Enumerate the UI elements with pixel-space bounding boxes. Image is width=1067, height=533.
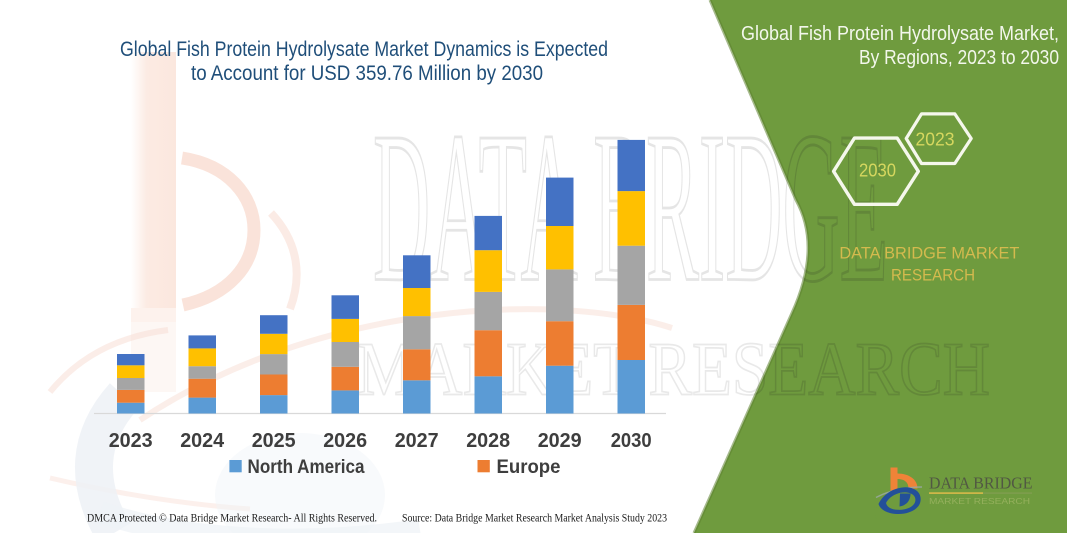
svg-text:North America: North America [248, 456, 365, 478]
svg-text:2023: 2023 [109, 430, 153, 452]
svg-text:MARKET RESEARCH: MARKET RESEARCH [929, 496, 1030, 506]
svg-text:2030: 2030 [611, 430, 652, 452]
svg-text:2027: 2027 [395, 430, 439, 452]
svg-text:MARKET RESEARCH: MARKET RESEARCH [357, 328, 990, 412]
svg-text:2029: 2029 [538, 430, 582, 452]
svg-text:DMCA Protected © Data Bridge M: DMCA Protected © Data Bridge Market Rese… [87, 512, 377, 524]
svg-text:2024: 2024 [180, 430, 225, 452]
svg-text:2025: 2025 [252, 430, 296, 452]
svg-text:By Regions, 2023 to 2030: By Regions, 2023 to 2030 [859, 47, 1059, 69]
svg-text:Global Fish Protein Hydrolysat: Global Fish Protein Hydrolysate Market D… [120, 38, 608, 61]
svg-text:2026: 2026 [323, 430, 367, 452]
svg-text:2030: 2030 [859, 160, 896, 181]
svg-text:DATA BRIDGE: DATA BRIDGE [929, 473, 1033, 492]
svg-text:2023: 2023 [916, 129, 955, 150]
svg-text:Global Fish Protein Hydrolysat: Global Fish Protein Hydrolysate Market, [741, 23, 1059, 45]
svg-text:DATA BRIDGE MARKET: DATA BRIDGE MARKET [839, 245, 1019, 263]
svg-text:2028: 2028 [466, 430, 510, 452]
svg-text:to Account for USD 359.76 Mill: to Account for USD 359.76 Million by 203… [191, 62, 543, 85]
svg-text:Source: Data Bridge Market Res: Source: Data Bridge Market Research Mark… [402, 512, 667, 524]
svg-text:Europe: Europe [497, 456, 561, 478]
svg-text:RESEARCH: RESEARCH [891, 266, 975, 284]
